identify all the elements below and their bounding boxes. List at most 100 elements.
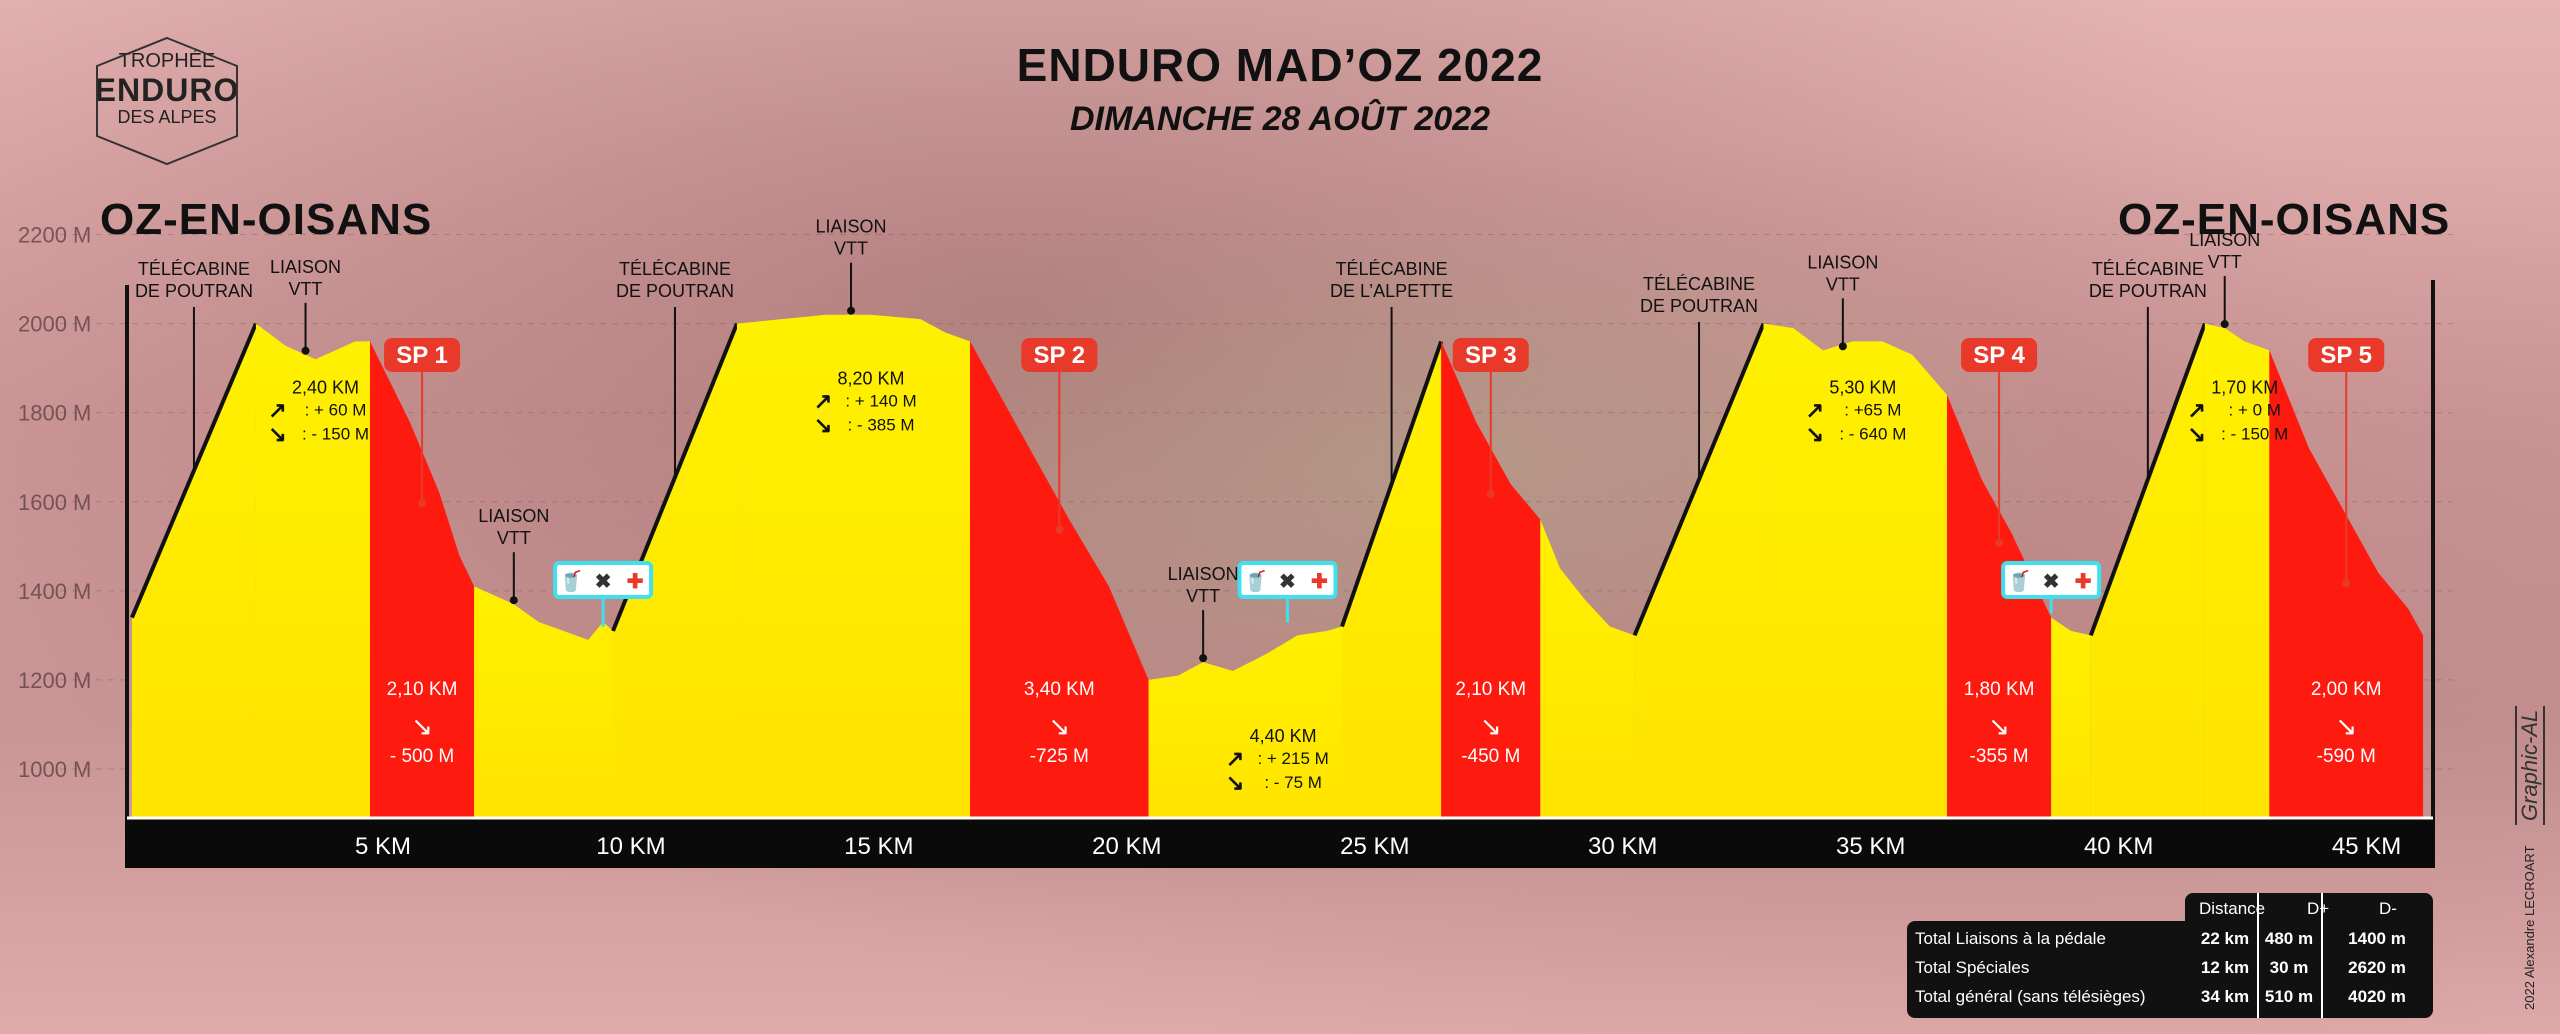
liaison-stat-distance: 2,40 KM bbox=[292, 378, 359, 398]
summary-row-dminus: 1400 m bbox=[2348, 929, 2406, 948]
sp-badge bbox=[1021, 338, 1098, 372]
liaison-area bbox=[2204, 323, 2270, 818]
sp-leader-dot bbox=[1995, 538, 2004, 547]
liaison-stat-down-arrow: ↘ bbox=[268, 422, 286, 447]
special-stage-area bbox=[970, 341, 1149, 818]
ravito-icon: 🥤 bbox=[559, 569, 584, 593]
sp-leader-dot bbox=[418, 498, 427, 507]
liaison-leader-dot bbox=[2220, 320, 2229, 329]
summary-row-distance: 34 km bbox=[2200, 987, 2250, 1006]
sp-stat-arrow: ↘ bbox=[1988, 711, 2010, 741]
repair-icon: ✖ bbox=[595, 571, 612, 593]
sp-stat-distance: 2,10 KM bbox=[1455, 679, 1526, 700]
first-aid-icon: ✚ bbox=[627, 571, 644, 593]
liaison-stat-up-arrow: ↗ bbox=[814, 389, 832, 414]
logo-frame bbox=[96, 36, 238, 166]
x-tick-label: 35 KM bbox=[1836, 833, 1905, 860]
lift-area bbox=[1634, 323, 1764, 818]
liaison-label: VTT bbox=[1186, 586, 1220, 606]
ravito-icon: 🥤 bbox=[1243, 569, 1268, 593]
page-subtitle: DIMANCHE 28 AOÛT 2022 bbox=[1069, 100, 1491, 138]
summary-divider bbox=[2321, 893, 2323, 1018]
town-start-label: OZ-EN-OISANS bbox=[100, 195, 433, 244]
liaison-stat-dplus: : + 60 M bbox=[305, 401, 367, 420]
sp-stat-descent: - 500 M bbox=[390, 746, 454, 767]
summary-row-dplus: 30 m bbox=[2269, 958, 2309, 977]
town-end-label: OZ-EN-OISANS bbox=[2118, 195, 2451, 244]
summary-table: Distance D+ D- Total Liaisons à la pédal… bbox=[1907, 893, 2433, 1018]
x-tick-label: 10 KM bbox=[596, 833, 665, 860]
liaison-leader-dot bbox=[1838, 342, 1847, 351]
liaison-leader-dot bbox=[847, 306, 856, 315]
liaison-stat-down-arrow: ↘ bbox=[1226, 770, 1244, 795]
repair-icon: ✖ bbox=[1279, 571, 1296, 593]
sp-badge bbox=[2308, 338, 2385, 372]
x-tick-label: 45 KM bbox=[2332, 833, 2401, 860]
y-tick-label: 1600 M bbox=[18, 490, 91, 515]
summary-row-dminus: 2620 m bbox=[2348, 958, 2406, 977]
summary-header-dplus: D+ bbox=[2307, 899, 2330, 918]
liaison-area bbox=[1540, 519, 1635, 818]
lift-label: TÉLÉCABINE bbox=[138, 259, 250, 279]
sp-stat-distance: 2,00 KM bbox=[2311, 679, 2382, 700]
lift-area bbox=[612, 323, 737, 818]
y-tick-label: 1800 M bbox=[18, 401, 91, 426]
liaison-label: LIAISON bbox=[270, 257, 341, 277]
liaison-stat-dminus: : - 385 M bbox=[847, 416, 914, 435]
liaison-label: LIAISON bbox=[816, 217, 887, 237]
summary-row-distance: 12 km bbox=[2200, 958, 2250, 977]
trophee-enduro-logo: TROPHÉE ENDURO DES ALPES bbox=[92, 36, 242, 166]
liaison-stat-dplus: : + 140 M bbox=[845, 392, 916, 411]
liaison-label: VTT bbox=[497, 528, 531, 548]
summary-row-label: Total général (sans télésièges) bbox=[1915, 987, 2146, 1006]
liaison-label: VTT bbox=[2208, 252, 2242, 272]
special-stage-area bbox=[369, 341, 475, 818]
lift-area bbox=[1341, 341, 1442, 818]
y-tick-label: 1000 M bbox=[18, 757, 91, 782]
lift-label: TÉLÉCABINE bbox=[1643, 274, 1755, 294]
liaison-stat-distance: 5,30 KM bbox=[1829, 378, 1896, 398]
sp-badge-label: SP 1 bbox=[396, 342, 448, 369]
sp-badge bbox=[1452, 338, 1529, 372]
first-aid-icon: ✚ bbox=[1311, 571, 1328, 593]
logo-line-3: DES ALPES bbox=[117, 107, 217, 127]
liaison-area bbox=[1148, 626, 1342, 818]
liaison-stat-dminus: : - 150 M bbox=[2221, 425, 2288, 444]
lift-area bbox=[2090, 323, 2205, 818]
sp-badge-label: SP 2 bbox=[1034, 342, 1086, 369]
repair-icon: ✖ bbox=[2043, 571, 2060, 593]
sp-stat-distance: 2,10 KM bbox=[387, 679, 458, 700]
x-axis-bar bbox=[125, 818, 2435, 868]
graphic-al-mark: Graphic-AL bbox=[2515, 705, 2545, 825]
liaison-label: VTT bbox=[834, 239, 868, 259]
summary-row: Total Spéciales 12 km 30 m 2620 m bbox=[1907, 953, 2433, 982]
sp-stat-descent: -590 M bbox=[2317, 746, 2376, 767]
x-tick-label: 25 KM bbox=[1340, 833, 1409, 860]
x-tick-label: 20 KM bbox=[1092, 833, 1161, 860]
sp-badge-label: SP 5 bbox=[2320, 342, 2372, 369]
special-stage-area bbox=[1441, 341, 1541, 818]
ravito-icon: 🥤 bbox=[2007, 569, 2032, 593]
page-title: ENDURO MAD’OZ 2022 bbox=[1016, 39, 1544, 91]
lift-label: DE POUTRAN bbox=[135, 281, 253, 301]
liaison-area bbox=[255, 323, 370, 818]
x-tick-label: 30 KM bbox=[1588, 833, 1657, 860]
sp-stat-arrow: ↘ bbox=[411, 711, 433, 741]
lift-label: DE POUTRAN bbox=[616, 281, 734, 301]
sp-stat-arrow: ↘ bbox=[2335, 711, 2357, 741]
x-tick-label: 5 KM bbox=[355, 833, 411, 860]
summary-row: Total général (sans télésièges) 34 km 51… bbox=[1907, 982, 2433, 1011]
sp-stat-descent: -355 M bbox=[1970, 746, 2029, 767]
liaison-stat-up-arrow: ↗ bbox=[1226, 746, 1244, 771]
liaison-stat-dplus: : +65 M bbox=[1844, 401, 1901, 420]
liaison-stat-up-arrow: ↗ bbox=[1806, 398, 1824, 423]
lift-label: DE POUTRAN bbox=[2089, 281, 2207, 301]
special-stage-area bbox=[1947, 394, 2052, 818]
liaison-label: LIAISON bbox=[478, 506, 549, 526]
liaison-area bbox=[474, 586, 613, 818]
lift-label: TÉLÉCABINE bbox=[1336, 259, 1448, 279]
summary-header-dminus: D- bbox=[2379, 899, 2397, 918]
summary-row: Total Liaisons à la pédale 22 km 480 m 1… bbox=[1907, 924, 2433, 953]
summary-header-distance: Distance bbox=[2199, 899, 2266, 918]
liaison-label: VTT bbox=[289, 279, 323, 299]
